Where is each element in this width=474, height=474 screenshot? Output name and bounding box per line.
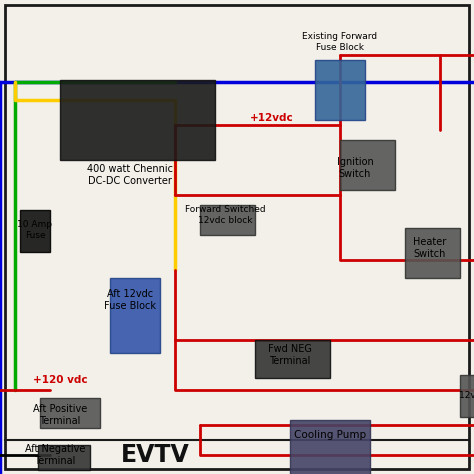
- Text: Fwd NEG
Terminal: Fwd NEG Terminal: [268, 344, 312, 366]
- Text: 10 Amp
Fuse: 10 Amp Fuse: [18, 220, 53, 240]
- Bar: [255, 340, 330, 378]
- Bar: [315, 60, 365, 120]
- Text: +12vdc: +12vdc: [250, 113, 294, 123]
- Text: +120 vdc: +120 vdc: [33, 375, 87, 385]
- Text: Forward Switched
12vdc block: Forward Switched 12vdc block: [185, 205, 265, 225]
- Text: Existing Forward
Fuse Block: Existing Forward Fuse Block: [302, 32, 378, 52]
- Bar: [20, 210, 50, 252]
- Text: 12v relay: 12v relay: [459, 391, 474, 400]
- Text: EVTV: EVTV: [120, 443, 190, 467]
- Text: 400 watt Chennic
DC-DC Converter: 400 watt Chennic DC-DC Converter: [87, 164, 173, 186]
- Bar: [200, 205, 255, 235]
- Bar: [40, 398, 100, 428]
- Bar: [460, 375, 474, 417]
- Bar: [60, 80, 215, 160]
- Bar: [405, 228, 460, 278]
- Bar: [38, 445, 90, 470]
- Text: Heater
Switch: Heater Switch: [413, 237, 447, 259]
- Text: Aft Positive
Terminal: Aft Positive Terminal: [33, 404, 87, 426]
- Bar: [290, 420, 370, 474]
- Bar: [110, 278, 160, 353]
- Text: Cooling Pump: Cooling Pump: [294, 430, 366, 440]
- Text: Aft 12vdc
Fuse Block: Aft 12vdc Fuse Block: [104, 289, 156, 311]
- Text: Ignition
Switch: Ignition Switch: [337, 157, 374, 179]
- Text: Aft Negative
Terminal: Aft Negative Terminal: [25, 444, 85, 466]
- Bar: [340, 140, 395, 190]
